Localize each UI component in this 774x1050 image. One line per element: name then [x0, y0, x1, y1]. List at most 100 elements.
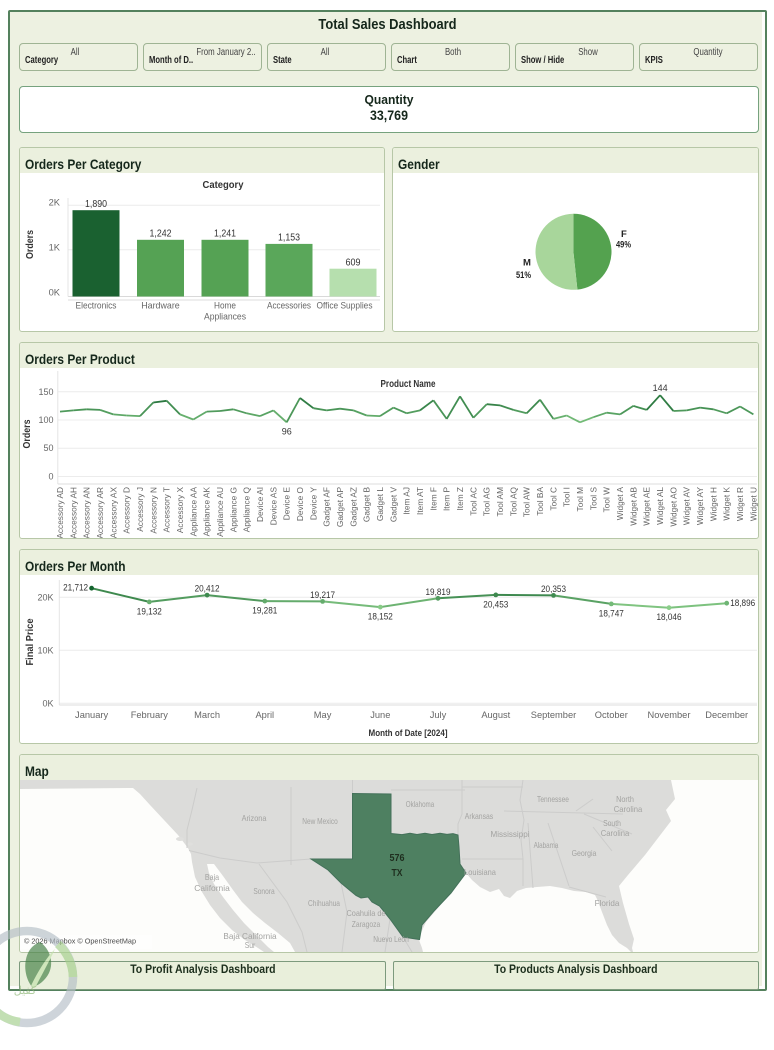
svg-text:November: November [648, 710, 691, 720]
svg-text:Device AS: Device AS [268, 487, 278, 526]
svg-text:20,353: 20,353 [541, 583, 566, 594]
svg-text:Tennessee: Tennessee [537, 795, 569, 804]
svg-text:Tool BA: Tool BA [535, 487, 545, 516]
svg-text:20,412: 20,412 [195, 583, 220, 594]
svg-text:Chihuahua: Chihuahua [308, 899, 340, 908]
svg-text:Nuevo León: Nuevo León [373, 935, 409, 944]
svg-text:Arizona: Arizona [242, 814, 267, 823]
svg-text:Accessory J: Accessory J [135, 487, 145, 532]
svg-text:1,241: 1,241 [214, 229, 236, 240]
svg-text:Appliance G: Appliance G [228, 487, 238, 532]
svg-text:Carolina: Carolina [614, 805, 643, 814]
svg-text:Coahuila de: Coahuila de [347, 909, 386, 918]
svg-text:Tool S: Tool S [588, 487, 598, 511]
svg-text:Georgia: Georgia [572, 849, 597, 858]
svg-text:96: 96 [282, 426, 292, 436]
svg-text:Tool AM: Tool AM [495, 487, 505, 517]
svg-text:Mississippi: Mississippi [491, 830, 530, 839]
svg-text:18,747: 18,747 [599, 607, 624, 618]
svg-text:Final Price: Final Price [25, 618, 36, 665]
svg-text:Category: Category [203, 180, 244, 191]
svg-text:Oklahoma: Oklahoma [406, 800, 435, 809]
svg-text:July: July [430, 710, 447, 720]
svg-text:Device E: Device E [282, 487, 292, 521]
svg-text:Accessory D: Accessory D [122, 487, 132, 534]
svg-text:Item Z: Item Z [455, 487, 465, 511]
svg-text:19,819: 19,819 [426, 586, 451, 597]
svg-text:Sonora: Sonora [253, 887, 275, 896]
svg-text:19,132: 19,132 [137, 605, 162, 616]
svg-text:0K: 0K [49, 288, 61, 298]
svg-text:21,712: 21,712 [63, 582, 88, 593]
svg-text:Home: Home [214, 301, 236, 312]
svg-text:Appliance AA: Appliance AA [188, 487, 198, 537]
svg-text:Accessory AH: Accessory AH [68, 487, 78, 538]
svg-text:18,896: 18,896 [730, 597, 755, 608]
svg-text:19,281: 19,281 [252, 605, 277, 616]
svg-text:Arkansas: Arkansas [465, 812, 493, 821]
svg-text:19,217: 19,217 [310, 589, 335, 600]
svg-text:January: January [75, 710, 108, 720]
svg-text:Month of Date [2024]: Month of Date [2024] [369, 728, 448, 738]
svg-text:49%: 49% [616, 240, 631, 251]
svg-text:576: 576 [390, 853, 405, 864]
svg-text:June: June [370, 710, 390, 720]
svg-text:Baja California: Baja California [223, 932, 277, 941]
svg-text:Orders: Orders [22, 419, 33, 448]
svg-text:Widget H: Widget H [708, 487, 718, 521]
svg-text:Gadget V: Gadget V [388, 487, 398, 523]
svg-text:144: 144 [653, 383, 668, 393]
svg-text:Device Y: Device Y [308, 487, 318, 521]
svg-text:609: 609 [346, 258, 361, 269]
svg-text:Tool AQ: Tool AQ [508, 486, 518, 516]
svg-text:18,152: 18,152 [368, 611, 393, 622]
svg-text:Widget U: Widget U [748, 487, 758, 521]
svg-text:Item AT: Item AT [415, 487, 425, 515]
svg-text:Widget AL: Widget AL [655, 487, 665, 525]
svg-text:April: April [255, 710, 274, 720]
svg-text:February: February [131, 710, 169, 720]
svg-text:Office Supplies: Office Supplies [317, 301, 373, 312]
svg-text:Accessory N: Accessory N [148, 487, 158, 534]
svg-text:20K: 20K [37, 592, 53, 602]
svg-text:Tool AC: Tool AC [468, 487, 478, 516]
svg-text:Accessory AR: Accessory AR [95, 487, 105, 538]
svg-text:Widget A: Widget A [615, 487, 625, 521]
svg-text:51%: 51% [516, 270, 531, 281]
svg-text:50: 50 [43, 443, 53, 453]
svg-text:Sur: Sur [245, 941, 256, 950]
svg-text:Item AJ: Item AJ [402, 487, 412, 515]
svg-text:20,453: 20,453 [483, 598, 508, 609]
svg-text:Widget K: Widget K [722, 487, 732, 521]
svg-text:Tool M: Tool M [575, 487, 585, 512]
svg-text:August: August [481, 710, 510, 720]
svg-text:1,242: 1,242 [150, 229, 172, 240]
svg-text:Gadget AZ: Gadget AZ [348, 487, 358, 527]
svg-text:F: F [621, 229, 627, 240]
svg-text:Device O: Device O [295, 486, 305, 521]
svg-text:Electronics: Electronics [76, 301, 117, 312]
svg-text:Widget R: Widget R [735, 487, 745, 521]
svg-text:TX: TX [392, 868, 403, 879]
svg-text:0: 0 [48, 472, 53, 482]
svg-text:100: 100 [38, 415, 53, 425]
svg-text:Tool AG: Tool AG [482, 487, 492, 516]
svg-text:Accessory T: Accessory T [162, 487, 172, 533]
svg-text:Orders: Orders [25, 230, 36, 259]
svg-text:Widget AV: Widget AV [682, 487, 692, 526]
svg-text:© 2026 Mapbox © OpenStreetMap: © 2026 Mapbox © OpenStreetMap [24, 937, 136, 946]
svg-text:Accessory AX: Accessory AX [108, 487, 118, 538]
svg-text:Accessory AD: Accessory AD [55, 487, 65, 538]
svg-text:Appliances: Appliances [204, 312, 246, 323]
svg-text:Item P: Item P [442, 487, 452, 511]
svg-text:Alabama: Alabama [534, 841, 559, 850]
svg-text:Appliance AK: Appliance AK [202, 487, 212, 537]
svg-text:May: May [314, 710, 332, 720]
svg-text:18,046: 18,046 [657, 611, 682, 622]
svg-text:Tool C: Tool C [548, 487, 558, 511]
svg-text:December: December [705, 710, 748, 720]
svg-text:Widget AY: Widget AY [695, 487, 705, 526]
svg-text:Accessory X: Accessory X [175, 487, 185, 534]
svg-text:Gadget L: Gadget L [375, 487, 385, 522]
svg-text:Appliance AU: Appliance AU [215, 487, 225, 537]
